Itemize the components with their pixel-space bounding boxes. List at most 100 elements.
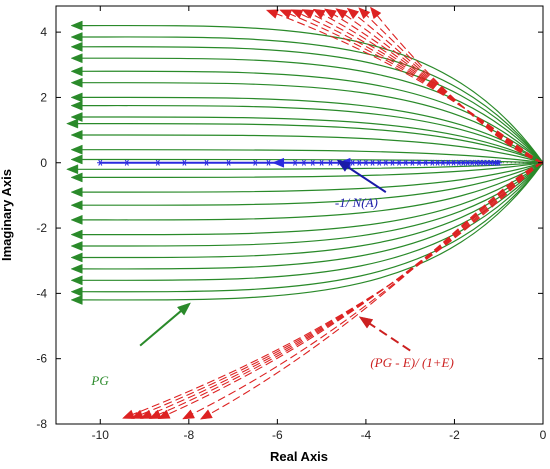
nf-point [309,159,316,166]
pg-end-marker [70,130,83,140]
nf-point [123,159,131,166]
nf-point [356,159,363,166]
y-tick-label: -6 [36,352,47,366]
nf-point [395,159,403,166]
ratio-end-marker [301,9,315,19]
pg-end-marker [70,20,83,31]
nf-point [369,159,376,166]
pg-end-marker [70,187,83,198]
ratio-curve-lower [206,162,543,417]
y-tick-label: -8 [36,417,47,431]
ratio-end-marker [346,7,360,20]
x-axis-label: Real Axis [270,449,328,464]
ratio-end-marker [279,9,293,19]
ratio-end-marker [182,409,195,420]
nf-point [409,159,416,166]
annotation-ratio-arrow-shaft [365,320,411,352]
y-tick-label: -2 [36,221,47,235]
pg-curve [78,162,543,193]
ratio-end-marker [121,409,135,419]
pg-end-marker [70,172,83,183]
x-tick-label: -8 [183,428,194,442]
nf-point [181,159,188,166]
nf-point [300,159,308,166]
nf-point [422,159,429,166]
pg-end-marker [70,241,83,251]
pg-end-marker [70,144,83,155]
annotation-pg-arrow-shaft [139,307,186,347]
pg-curve [78,162,543,301]
pg-end-marker [70,295,83,305]
pg-curve [78,116,543,164]
nf-point [318,159,325,166]
ratio-end-marker [265,9,279,19]
ratio-end-marker [290,9,304,19]
ratio-end-marker [312,8,326,19]
ratio-end-marker [323,8,337,20]
pg-end-marker [70,154,83,165]
y-tick-label: 2 [40,90,47,104]
y-tick-label: 0 [40,156,47,170]
pg-curve [73,122,543,164]
y-tick-label: 4 [40,25,47,39]
nf-point [495,159,502,166]
annotation-ratio-arrow-head [358,316,374,329]
ratio-curve-upper [374,12,543,164]
nf-point [252,159,259,166]
ratio-end-marker [369,6,382,20]
ratio-end-marker [199,409,213,420]
nf-point [362,159,370,166]
pg-end-marker [70,263,83,274]
nf-point [225,159,232,166]
ratio-end-marker [139,409,153,419]
x-axis-ticks: -10 -8 -6 -4 -2 0 [92,6,547,442]
ratio-end-marker [335,8,349,20]
pg-end-marker [70,200,83,211]
annotation-pg-arrow-head [176,302,192,316]
pg-curve [78,70,543,164]
ratio-curve-lower [137,162,543,417]
plot-frame [55,5,544,425]
pg-end-marker [70,286,83,297]
nf-point [327,159,334,166]
ratio-curves [121,6,543,420]
pg-curve [78,162,543,281]
ratio-end-marker [157,409,171,419]
ratio-end-marker [130,409,144,419]
ratio-curve-lower [128,162,543,417]
nf-direction-arrow [271,157,285,168]
nf-point [415,159,423,166]
pg-curve [78,24,543,164]
pg-curve [78,162,543,236]
nf-point [154,159,162,166]
annotation-pg: PG [90,373,109,388]
pg-end-marker [70,92,83,103]
x-tick-label: -2 [449,428,460,442]
nf-point [97,159,104,166]
pg-end-marker [66,118,79,129]
pg-curve [78,104,543,164]
ratio-end-marker [148,409,162,419]
pg-curve [78,57,543,164]
describing-function-locus [97,157,502,168]
annotation-nf-arrow-head [336,159,352,172]
pg-curve [78,134,543,164]
pg-end-marker [70,77,83,88]
annotation-nf-arrow-shaft [343,163,387,193]
pg-end-marker [70,53,83,64]
pg-end-marker [70,32,83,42]
pg-curve [78,162,543,221]
pg-end-marker [70,66,83,77]
annotation-ratio: (PG - E)/ (1+E) [370,355,454,370]
x-tick-label: -10 [92,428,110,442]
pg-curve [78,96,543,164]
ratio-curve-lower [146,162,543,417]
pg-curve [78,149,543,164]
nf-point [265,159,272,166]
pg-end-marker [70,41,83,52]
annotations: PG -1/ N(A) (PG - E)/ (1+E) [90,159,454,388]
ratio-end-marker [358,7,371,20]
nf-point [389,159,396,166]
nf-point [291,159,299,166]
